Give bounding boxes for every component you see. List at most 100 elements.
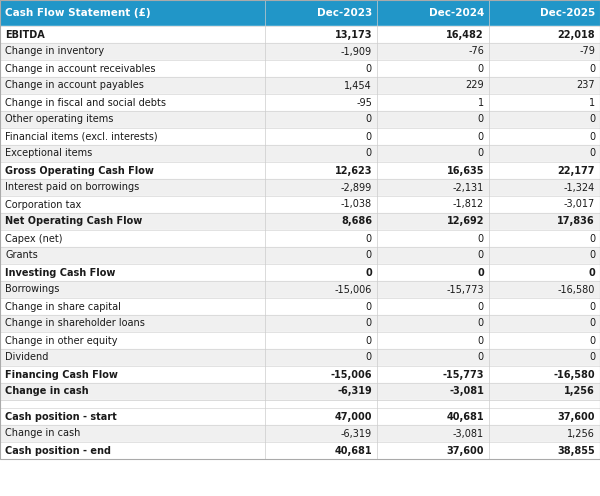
Text: 0: 0 [366,234,372,244]
Text: 0: 0 [477,267,484,277]
Text: 37,600: 37,600 [557,412,595,422]
Text: 0: 0 [366,115,372,124]
Bar [0,60,600,77]
Text: Cash position - end: Cash position - end [5,445,111,455]
Text: 0: 0 [366,335,372,346]
Text: -79: -79 [579,47,595,57]
Bar [489,0,600,26]
Text: Change in share capital: Change in share capital [5,302,121,311]
Text: 0: 0 [478,131,484,141]
Text: 1,256: 1,256 [564,386,595,396]
Bar [0,366,600,383]
Text: 12,623: 12,623 [335,166,372,176]
Text: 0: 0 [478,234,484,244]
Text: Capex (net): Capex (net) [5,234,62,244]
Text: 0: 0 [589,250,595,260]
Text: Dec-2025: Dec-2025 [540,8,595,18]
Bar [0,442,600,459]
Text: 8,686: 8,686 [341,216,372,227]
Text: Cash position - start: Cash position - start [5,412,117,422]
Text: 0: 0 [478,318,484,328]
Text: 237: 237 [577,80,595,90]
Text: Change in account payables: Change in account payables [5,80,144,90]
Text: Change in other equity: Change in other equity [5,335,118,346]
Bar [0,179,600,196]
Text: 0: 0 [478,115,484,124]
Bar [0,281,600,298]
Text: Other operating items: Other operating items [5,115,113,124]
Text: 0: 0 [366,302,372,311]
Text: -1,038: -1,038 [341,199,372,209]
Text: Interest paid on borrowings: Interest paid on borrowings [5,183,139,192]
Bar [0,77,600,94]
Text: Dec-2023: Dec-2023 [317,8,372,18]
Text: 0: 0 [366,131,372,141]
Bar [0,383,600,400]
Text: Dividend: Dividend [5,353,49,363]
Text: 13,173: 13,173 [335,29,372,40]
Text: -2,131: -2,131 [453,183,484,192]
Bar [0,400,600,408]
Text: 0: 0 [589,148,595,159]
Text: 12,692: 12,692 [446,216,484,227]
Bar [0,94,600,111]
Text: Cash Flow Statement (£): Cash Flow Statement (£) [5,8,151,18]
Text: Change in inventory: Change in inventory [5,47,104,57]
Bar [0,349,600,366]
Text: Exceptional items: Exceptional items [5,148,92,159]
Bar [0,26,600,43]
Text: -95: -95 [356,98,372,108]
Text: 0: 0 [366,318,372,328]
Text: -6,319: -6,319 [337,386,372,396]
Text: 38,855: 38,855 [557,445,595,455]
Text: Dec-2024: Dec-2024 [428,8,484,18]
Text: 22,018: 22,018 [557,29,595,40]
Bar [0,162,600,179]
Text: -3,081: -3,081 [453,429,484,438]
Text: 0: 0 [589,234,595,244]
Text: Change in cash: Change in cash [5,386,89,396]
Bar [0,264,600,281]
Text: -15,006: -15,006 [331,370,372,379]
Text: 0: 0 [589,335,595,346]
Text: -1,812: -1,812 [453,199,484,209]
Text: 1,454: 1,454 [344,80,372,90]
Text: 40,681: 40,681 [446,412,484,422]
Text: Investing Cash Flow: Investing Cash Flow [5,267,115,277]
Text: -1,324: -1,324 [564,183,595,192]
Text: -3,081: -3,081 [449,386,484,396]
Text: -1,909: -1,909 [341,47,372,57]
Bar [0,43,600,60]
Text: 0: 0 [589,302,595,311]
Text: Financing Cash Flow: Financing Cash Flow [5,370,118,379]
Text: 0: 0 [589,131,595,141]
Bar [377,0,489,26]
Bar [0,332,600,349]
Text: Borrowings: Borrowings [5,285,59,295]
Bar [0,145,600,162]
Text: 0: 0 [365,267,372,277]
Text: 17,836: 17,836 [557,216,595,227]
Text: Change in fiscal and social debts: Change in fiscal and social debts [5,98,166,108]
Text: -2,899: -2,899 [341,183,372,192]
Text: Grants: Grants [5,250,38,260]
Text: 0: 0 [478,250,484,260]
Bar [0,298,600,315]
Text: 229: 229 [466,80,484,90]
Text: -16,580: -16,580 [557,285,595,295]
Bar [0,111,600,128]
Bar [0,315,600,332]
Text: 0: 0 [588,267,595,277]
Text: 0: 0 [589,318,595,328]
Text: Change in cash: Change in cash [5,429,80,438]
Text: Corporation tax: Corporation tax [5,199,81,209]
Text: 0: 0 [478,63,484,73]
Text: 16,635: 16,635 [446,166,484,176]
Text: 40,681: 40,681 [334,445,372,455]
Text: 47,000: 47,000 [335,412,372,422]
Text: 0: 0 [478,353,484,363]
Text: 0: 0 [589,353,595,363]
Text: -15,773: -15,773 [443,370,484,379]
Text: 0: 0 [589,63,595,73]
Bar [0,408,600,425]
